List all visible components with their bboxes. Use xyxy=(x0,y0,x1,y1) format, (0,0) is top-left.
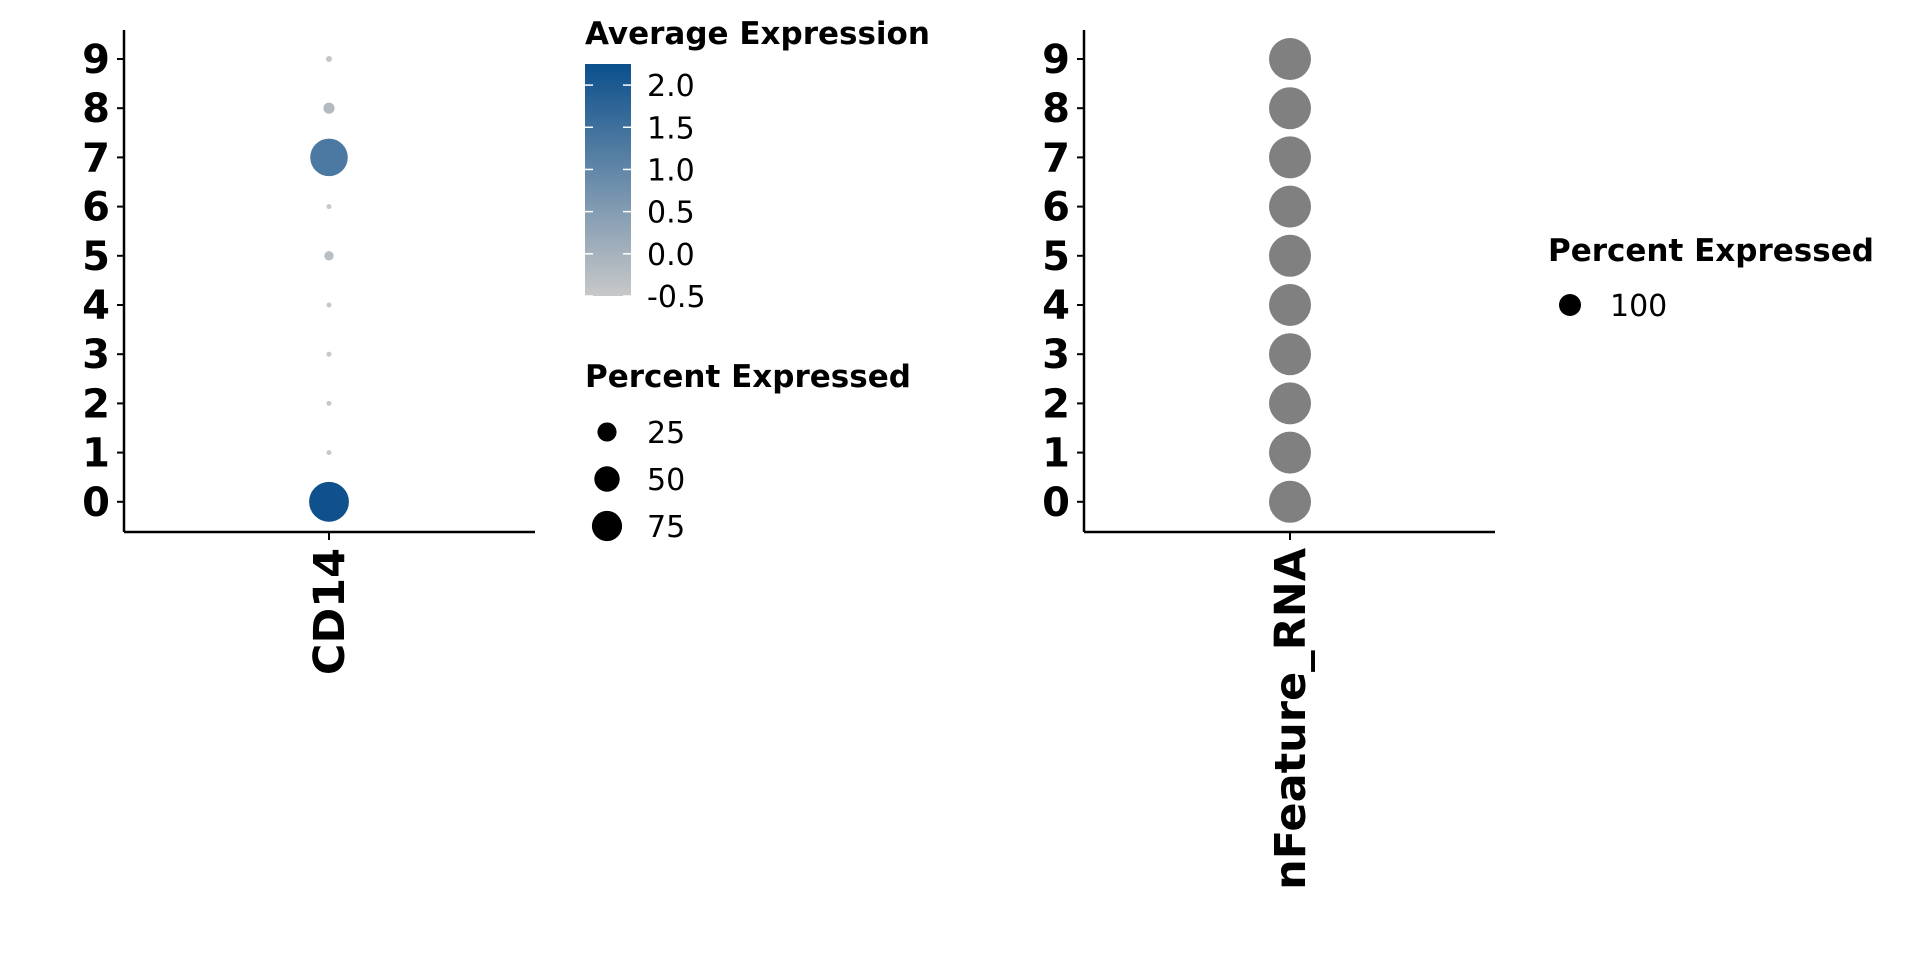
dot-cluster-6 xyxy=(1269,185,1311,228)
dot-cluster-2 xyxy=(1269,382,1311,425)
dot-cluster-8 xyxy=(1269,87,1311,130)
dot-cluster-6 xyxy=(326,204,332,210)
y-tick-label-0: 0 xyxy=(82,480,110,526)
dot-cluster-4 xyxy=(1269,284,1311,326)
dot-cluster-8 xyxy=(323,102,335,114)
x-tick-label-nfeature-rna: nFeature_RNA xyxy=(1266,547,1316,890)
y-tick-label-4: 4 xyxy=(82,283,110,329)
size-legend-dot xyxy=(1559,294,1581,316)
dot-cluster-5 xyxy=(1269,234,1311,277)
dot-cluster-7 xyxy=(1269,136,1311,179)
size-legend-dot xyxy=(597,422,617,442)
size-legend-label: 100 xyxy=(1610,289,1667,324)
y-tick-label-2: 2 xyxy=(82,381,110,427)
size-legend-dot xyxy=(591,510,623,542)
y-tick-label-9: 9 xyxy=(1042,37,1070,83)
y-tick-label-6: 6 xyxy=(82,185,110,231)
dot-cluster-9 xyxy=(1269,38,1311,80)
colorbar-tick-label: 0.0 xyxy=(647,238,695,273)
y-tick-label-5: 5 xyxy=(82,234,110,280)
dot-cluster-1 xyxy=(1269,431,1311,474)
percent-expressed-legend-title: Percent Expressed xyxy=(585,359,911,395)
size-legend-label: 75 xyxy=(647,510,685,545)
y-tick-label-8: 8 xyxy=(1042,86,1070,132)
cd14-legends: Average Expression 2.0 1.5 1.0 0.5 0.0 -0.5 Per… xyxy=(585,16,930,545)
colorbar-tick-label: -0.5 xyxy=(647,280,706,315)
dot-cluster-9 xyxy=(326,56,332,62)
average-expression-colorbar xyxy=(585,64,631,296)
dot-cluster-1 xyxy=(326,450,332,456)
y-tick-label-5: 5 xyxy=(1042,234,1070,280)
colorbar-tick-label: 1.0 xyxy=(647,153,695,188)
y-tick-label-7: 7 xyxy=(1042,135,1070,181)
y-tick-label-6: 6 xyxy=(1042,185,1070,231)
y-tick-label-3: 3 xyxy=(1042,332,1070,378)
percent-expressed-legend-title: Percent Expressed xyxy=(1548,233,1874,269)
dot-cluster-0 xyxy=(309,481,349,522)
nfeature-rna-legends: Percent Expressed 100 xyxy=(1548,233,1874,324)
dot-cluster-4 xyxy=(326,302,332,308)
y-tick-label-2: 2 xyxy=(1042,381,1070,427)
dot-cluster-2 xyxy=(326,400,332,406)
y-tick-label-1: 1 xyxy=(1042,431,1070,477)
y-tick-label-7: 7 xyxy=(82,135,110,181)
dot-cluster-0 xyxy=(1269,480,1311,523)
y-tick-label-1: 1 xyxy=(82,431,110,477)
dot-cluster-7 xyxy=(310,138,348,177)
colorbar-tick-label: 2.0 xyxy=(647,69,695,104)
y-tick-label-3: 3 xyxy=(82,332,110,378)
dot-cluster-3 xyxy=(326,351,332,357)
dot-cluster-3 xyxy=(1269,333,1311,376)
size-legend-label: 50 xyxy=(647,463,685,498)
colorbar-tick-label: 0.5 xyxy=(647,196,695,231)
size-legend-label: 25 xyxy=(647,416,685,451)
y-tick-label-8: 8 xyxy=(82,86,110,132)
dot-cluster-5 xyxy=(324,251,334,261)
average-expression-legend-title: Average Expression xyxy=(585,16,930,52)
y-tick-label-9: 9 xyxy=(82,37,110,83)
y-tick-label-0: 0 xyxy=(1042,480,1070,526)
x-tick-label-cd14: CD14 xyxy=(305,548,355,675)
colorbar-tick-label: 1.5 xyxy=(647,111,695,146)
y-tick-label-4: 4 xyxy=(1042,283,1070,329)
size-legend-dot xyxy=(594,466,620,492)
